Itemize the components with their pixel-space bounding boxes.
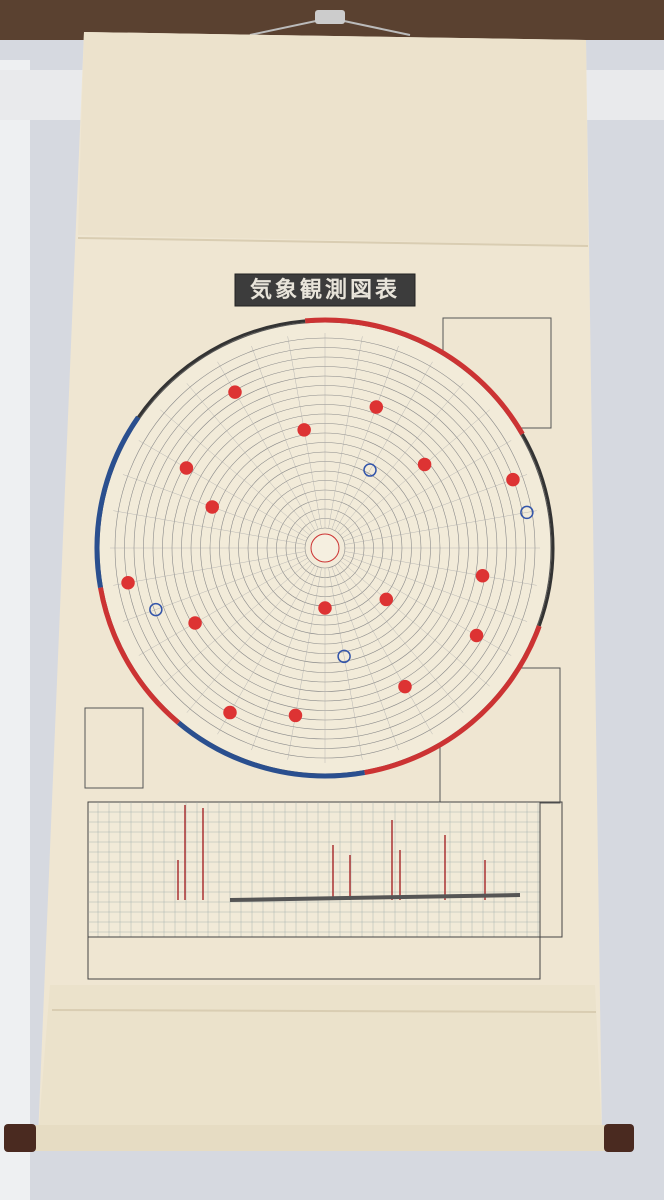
spoke (186, 383, 313, 533)
window-blind (0, 60, 30, 1200)
scroll-top-panel (78, 32, 588, 245)
chart-side-label (539, 801, 563, 938)
weather-symbol (475, 569, 490, 583)
outer-arc (521, 433, 555, 627)
weather-symbol (297, 423, 311, 437)
weather-symbol (188, 616, 202, 630)
outer-arc (98, 587, 181, 725)
roller-end (4, 1124, 36, 1152)
roller (20, 1125, 620, 1151)
weather-symbol (223, 705, 237, 720)
fold-line (77, 237, 589, 247)
roller-end (604, 1124, 634, 1152)
outer-arc (137, 319, 306, 419)
spoke (186, 563, 313, 713)
weather-symbol (121, 575, 135, 590)
spoke (287, 567, 322, 760)
dial-center (310, 533, 340, 563)
chart-table (87, 936, 541, 980)
spoke (113, 551, 306, 586)
spoke (334, 565, 433, 735)
outer-arc (94, 415, 141, 589)
weather-symbol (506, 472, 520, 487)
fold-line (51, 1009, 597, 1013)
chart-frame (87, 801, 541, 938)
spoke (331, 566, 399, 751)
spoke (138, 557, 308, 656)
weather-symbol (520, 505, 534, 520)
scroll-bottom-panel (38, 985, 602, 1138)
spoke (340, 560, 490, 687)
weather-symbol (149, 602, 163, 617)
spoke (344, 510, 537, 545)
weather-symbol (398, 679, 412, 694)
hook (315, 10, 345, 24)
spoke (334, 361, 433, 531)
weather-symbol (379, 592, 394, 607)
spoke (328, 336, 363, 529)
weather-symbol (369, 400, 384, 414)
spoke (160, 409, 310, 536)
outer-arc (176, 720, 366, 779)
outer-arc (364, 625, 542, 775)
chart-bars (177, 805, 521, 902)
title: 気象観測図表 (250, 277, 400, 303)
spoke (122, 554, 307, 622)
weather-symbol (469, 628, 484, 643)
weather-symbol (228, 385, 242, 399)
outer-arc (304, 317, 525, 436)
chart-grid (88, 802, 540, 937)
weather-symbol (318, 601, 332, 615)
spoke (340, 409, 490, 536)
spoke (344, 551, 537, 586)
weather-symbol (337, 649, 351, 664)
spoke (342, 440, 512, 539)
spoke (331, 345, 399, 530)
spoke (342, 557, 512, 656)
baseline-band (229, 893, 521, 902)
legend-box (84, 707, 144, 789)
spoke (343, 474, 528, 542)
weather-symbol (363, 463, 377, 477)
spoke (217, 565, 316, 735)
spoke (337, 563, 464, 713)
weather-symbol (205, 500, 219, 514)
weather-symbol (288, 708, 303, 723)
spoke (337, 383, 464, 533)
spoke (328, 567, 363, 760)
weather-symbol (179, 461, 194, 475)
spoke (251, 566, 319, 751)
circular-diagram (94, 317, 555, 779)
spoke (343, 554, 528, 622)
title-box (234, 273, 416, 307)
spoke (251, 345, 319, 530)
spoke (113, 510, 306, 545)
spoke (138, 440, 308, 539)
weather-symbol (417, 457, 432, 472)
spoke (160, 560, 310, 687)
